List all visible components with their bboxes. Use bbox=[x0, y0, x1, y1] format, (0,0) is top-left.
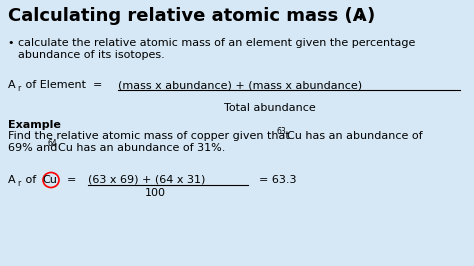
Text: Cu: Cu bbox=[42, 175, 57, 185]
Text: (63 x 69) + (64 x 31): (63 x 69) + (64 x 31) bbox=[88, 175, 205, 185]
Text: 100: 100 bbox=[145, 188, 165, 198]
Text: Example: Example bbox=[8, 120, 61, 130]
Text: • calculate the relative atomic mass of an element given the percentage: • calculate the relative atomic mass of … bbox=[8, 38, 415, 48]
Text: of: of bbox=[22, 175, 40, 185]
Text: =: = bbox=[60, 175, 83, 185]
Text: Calculating relative atomic mass (A: Calculating relative atomic mass (A bbox=[8, 7, 366, 25]
Text: Total abundance: Total abundance bbox=[224, 103, 316, 113]
Text: r: r bbox=[17, 84, 20, 93]
Text: 64: 64 bbox=[48, 139, 58, 148]
Text: A: A bbox=[8, 175, 16, 185]
Text: (mass x abundance) + (mass x abundance): (mass x abundance) + (mass x abundance) bbox=[118, 80, 362, 90]
Text: r: r bbox=[17, 179, 20, 188]
Text: of Element  =: of Element = bbox=[22, 80, 106, 90]
Text: Cu has an abundance of: Cu has an abundance of bbox=[287, 131, 423, 141]
Text: 69% and: 69% and bbox=[8, 143, 61, 153]
Text: = 63.3: = 63.3 bbox=[252, 175, 297, 185]
Text: Cu has an abundance of 31%.: Cu has an abundance of 31%. bbox=[58, 143, 225, 153]
Text: abundance of its isotopes.: abundance of its isotopes. bbox=[18, 50, 165, 60]
Text: A: A bbox=[8, 80, 16, 90]
Text: 63: 63 bbox=[277, 127, 287, 136]
Text: ): ) bbox=[367, 7, 375, 25]
Text: r: r bbox=[358, 12, 363, 22]
Text: Find the relative atomic mass of copper given that: Find the relative atomic mass of copper … bbox=[8, 131, 293, 141]
